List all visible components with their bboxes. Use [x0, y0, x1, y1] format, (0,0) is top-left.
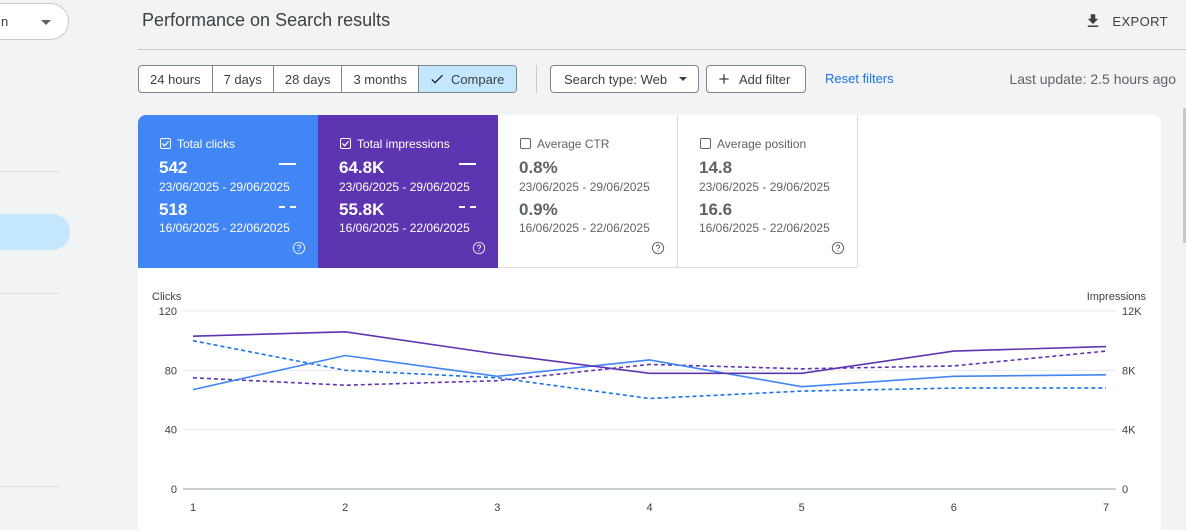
checkbox-checked-icon[interactable] [160, 138, 171, 149]
range-28-days[interactable]: 28 days [274, 66, 343, 92]
property-selector[interactable]: n [0, 3, 69, 40]
metric-label: Total impressions [357, 137, 450, 151]
sidebar-divider [0, 293, 59, 294]
x-tick-label: 4 [646, 502, 652, 514]
y-right-tick-label: 4K [1122, 425, 1136, 437]
metric-card-average-ctr[interactable]: Average CTR 0.8% 23/06/2025 - 29/06/2025… [498, 115, 678, 268]
add-filter-label: Add filter [739, 71, 791, 87]
toolbar-separator [536, 65, 537, 93]
metric-card-average-position[interactable]: Average position 14.8 23/06/2025 - 29/06… [678, 115, 858, 268]
checkbox-unchecked-icon[interactable] [700, 138, 711, 149]
help-icon[interactable] [292, 241, 306, 255]
range-7-days[interactable]: 7 days [213, 66, 274, 92]
metric-value-current: 14.8 [699, 158, 733, 177]
x-tick-label: 2 [342, 502, 348, 514]
last-update-text: Last update: 2.5 hours ago [1009, 71, 1176, 87]
header-divider [138, 49, 1186, 50]
y-left-axis-label: Clicks [152, 291, 182, 303]
checkbox-checked-icon[interactable] [340, 138, 351, 149]
download-icon [1088, 14, 1099, 27]
page-title: Performance on Search results [142, 10, 391, 30]
x-tick-label: 1 [190, 502, 196, 514]
help-icon[interactable] [472, 241, 486, 255]
series-line-impressions-previous [192, 350, 1107, 387]
x-tick-label: 6 [951, 502, 957, 514]
metric-value-current: 0.8% [519, 158, 558, 177]
help-icon[interactable] [651, 241, 665, 255]
chart-grid [183, 310, 1116, 490]
metric-value-previous: 518 [159, 200, 188, 219]
metric-card-total-impressions[interactable]: Total impressions 64.8K 23/06/2025 - 29/… [318, 115, 498, 268]
series-line-clicks-previous [192, 339, 1106, 400]
chart-lines [192, 330, 1107, 400]
metric-date-current: 23/06/2025 - 29/06/2025 [339, 180, 470, 194]
metric-value-previous: 55.8K [339, 200, 385, 219]
performance-chart: Clicks Impressions 0 0 40 4K 80 8K 120 12K 1 2 3 4… [152, 291, 1147, 514]
compare-label: Compare [450, 71, 505, 87]
metric-label: Average position [717, 137, 807, 151]
caret-down-icon [679, 77, 687, 81]
add-filter-button[interactable]: Add filter [706, 65, 806, 93]
metric-label: Average CTR [537, 137, 610, 151]
x-tick-label: 5 [799, 502, 805, 514]
metric-date-current: 23/06/2025 - 29/06/2025 [519, 180, 650, 194]
dashed-line-legend-icon [279, 206, 296, 208]
sidebar-divider [0, 486, 59, 487]
help-icon[interactable] [831, 241, 845, 255]
performance-panel: Total clicks 542 23/06/2025 - 29/06/2025… [138, 115, 1161, 530]
metric-date-current: 23/06/2025 - 29/06/2025 [159, 180, 290, 194]
metric-value-current: 64.8K [339, 158, 385, 177]
metric-date-previous: 16/06/2025 - 22/06/2025 [519, 221, 650, 235]
metric-card-total-clicks[interactable]: Total clicks 542 23/06/2025 - 29/06/2025… [138, 115, 318, 268]
metric-value-previous: 16.6 [699, 200, 733, 219]
caret-down-icon [41, 20, 51, 25]
metric-date-previous: 16/06/2025 - 22/06/2025 [159, 221, 290, 235]
y-right-axis-label: Impressions [1087, 291, 1147, 303]
sidebar-item-performance[interactable] [0, 214, 70, 250]
reset-filters-link[interactable]: Reset filters [825, 71, 894, 86]
sidebar: n [0, 0, 78, 530]
y-right-tick-label: 0 [1122, 484, 1128, 496]
y-left-tick-label: 0 [171, 484, 177, 496]
series-line-clicks-current [192, 354, 1107, 391]
range-3-months[interactable]: 3 months [342, 66, 419, 92]
property-selector-text: n [1, 14, 9, 29]
search-type-label: Search type: Web [564, 71, 668, 87]
x-tick-label: 3 [494, 502, 500, 514]
metric-date-previous: 16/06/2025 - 22/06/2025 [699, 221, 830, 235]
metric-label: Total clicks [177, 137, 236, 151]
metric-value-previous: 0.9% [519, 200, 558, 219]
range-24-hours[interactable]: 24 hours [139, 66, 213, 92]
sidebar-divider [0, 171, 59, 172]
plus-icon [719, 74, 729, 84]
date-range-selector: 24 hours 7 days 28 days 3 months Compare [138, 65, 518, 93]
y-left-tick-label: 120 [159, 306, 177, 318]
solid-line-legend-icon [459, 163, 476, 165]
y-right-tick-label: 8K [1122, 365, 1136, 377]
dashed-line-legend-icon [459, 206, 476, 208]
metric-date-previous: 16/06/2025 - 22/06/2025 [339, 221, 470, 235]
x-axis-ticks: 1 2 3 4 5 6 7 [190, 502, 1109, 514]
x-tick-label: 7 [1103, 502, 1109, 514]
checkbox-unchecked-icon[interactable] [520, 138, 531, 149]
series-line-impressions-current [192, 330, 1107, 375]
compare-button[interactable]: Compare [418, 66, 517, 92]
metric-date-current: 23/06/2025 - 29/06/2025 [699, 180, 830, 194]
y-left-tick-label: 80 [165, 365, 177, 377]
y-left-tick-label: 40 [165, 425, 177, 437]
check-icon [431, 74, 443, 84]
export-label: EXPORT [1112, 13, 1168, 29]
y-right-tick-label: 12K [1122, 306, 1142, 318]
scrollbar[interactable] [1183, 108, 1186, 243]
export-button[interactable]: EXPORT [1084, 12, 1168, 30]
metric-value-current: 542 [159, 158, 188, 177]
y-axis-ticks: 0 0 40 4K 80 8K 120 12K [159, 306, 1143, 496]
search-type-dropdown[interactable]: Search type: Web [550, 65, 699, 93]
solid-line-legend-icon [279, 163, 296, 165]
